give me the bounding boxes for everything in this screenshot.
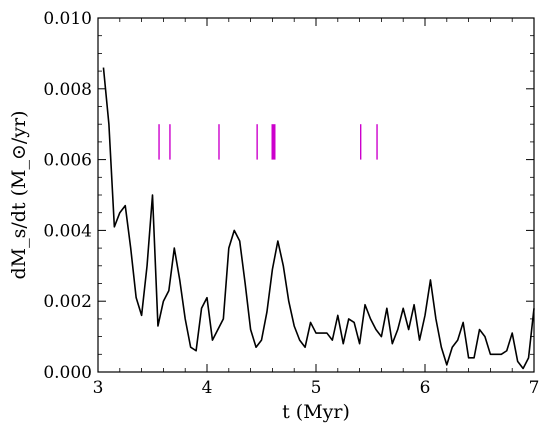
ticks: 3 4 5 6 7 0.000 0.002 0.004 0.006 0.008 0.010 xyxy=(43,9,539,398)
x-tick-label-0: 3 xyxy=(93,378,104,398)
y-tick-label-1: 0.002 xyxy=(43,292,92,312)
y-tick-label-3: 0.006 xyxy=(43,151,92,171)
x-tick-label-1: 4 xyxy=(202,378,213,398)
plot-area: 3 4 5 6 7 0.000 0.002 0.004 0.006 0.008 0.010 xyxy=(43,9,539,398)
y-tick-label-4: 0.008 xyxy=(43,80,92,100)
y-tick-label-5: 0.010 xyxy=(43,9,92,29)
y-tick-label-2: 0.004 xyxy=(43,221,92,241)
event-markers xyxy=(158,124,378,160)
series-line-group xyxy=(102,67,535,370)
y-tick-label-0: 0.000 xyxy=(43,363,92,383)
y-axis-label: dM_s/dt (M_⊙/yr) xyxy=(8,110,30,279)
plot-frame xyxy=(97,17,535,373)
x-tick-label-3: 6 xyxy=(420,378,431,398)
x-tick-label-2: 5 xyxy=(311,378,322,398)
x-axis-label: t (Myr) xyxy=(282,401,350,423)
series-line-0 xyxy=(102,67,535,370)
x-tick-label-4: 7 xyxy=(529,378,540,398)
